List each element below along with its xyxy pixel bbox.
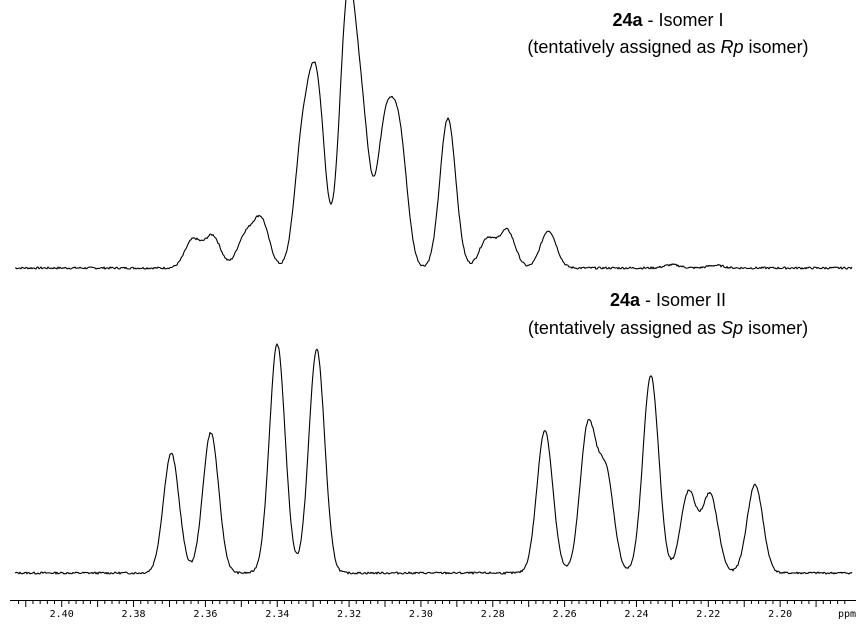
- spectrum-1-subtitle: (tentatively assigned as Rp isomer): [527, 37, 808, 57]
- tick-label: 2.34: [265, 609, 289, 620]
- spectrum-2-title: 24a - Isomer II: [610, 290, 726, 310]
- tick-label: 2.26: [553, 609, 577, 620]
- tick-label: 2.32: [337, 609, 361, 620]
- spectrum-isomer-2: 24a - Isomer II (tentatively assigned as…: [14, 290, 853, 575]
- tick-label: 2.20: [768, 609, 792, 620]
- tick-label: 2.36: [193, 609, 217, 620]
- tick-label: 2.28: [481, 609, 505, 620]
- tick-label: 2.30: [409, 609, 433, 620]
- spectrum-1-trace: [14, 0, 853, 270]
- axis-unit-label: ppm: [838, 609, 856, 620]
- spectrum-2-subtitle: (tentatively assigned as Sp isomer): [528, 318, 808, 338]
- ppm-axis: 2.40 2.38 2.36 2.34 2.32 2.30 2.28 2.26 2.24 2.22…: [10, 600, 856, 620]
- spectrum-2-trace: [14, 343, 853, 575]
- tick-label: 2.24: [624, 609, 648, 620]
- spectrum-isomer-1: 24a - Isomer I (tentatively assigned as …: [14, 0, 853, 270]
- spectrum-1-title: 24a - Isomer I: [612, 10, 723, 30]
- tick-label: 2.22: [696, 609, 720, 620]
- tick-label: 2.40: [50, 609, 74, 620]
- axis-ticks: [18, 600, 846, 607]
- axis-tick-labels: 2.40 2.38 2.36 2.34 2.32 2.30 2.28 2.26 2.24 2.22…: [50, 609, 793, 620]
- tick-label: 2.38: [121, 609, 145, 620]
